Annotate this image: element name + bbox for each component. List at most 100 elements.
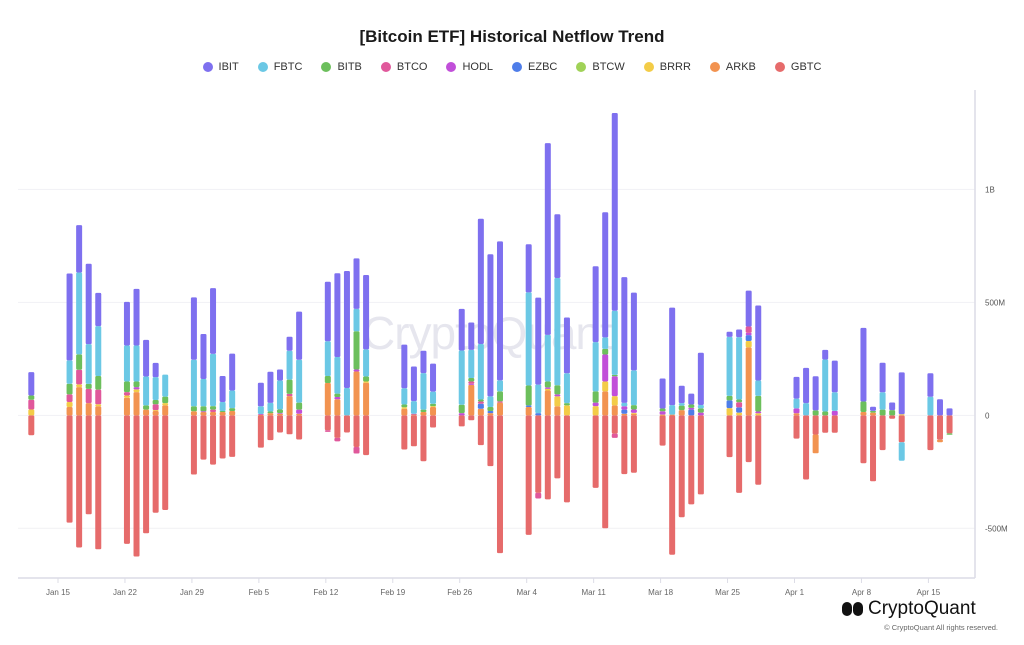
bar-segment-arkb-mar-20	[678, 410, 685, 416]
bar-segment-ibit-apr-11	[889, 402, 896, 411]
bar-segment-ibit-feb-5	[257, 382, 264, 407]
bar-segment-fbtc-feb-8	[286, 350, 293, 380]
bar-segment-hodl-mar-28	[755, 411, 762, 414]
bar-segment-hodl-feb-5	[257, 413, 264, 415]
bar-segment-ibit-apr-16	[936, 399, 943, 416]
bar-segment-bitb-jan-17	[76, 354, 83, 370]
bar-segment-btco-feb-12	[324, 430, 331, 432]
bar-segment-bitb-feb-29	[487, 406, 494, 412]
bar-segment-ibit-feb-1	[219, 376, 226, 403]
bar-segment-arkb-feb-29	[487, 413, 494, 416]
legend-item-fbtc[interactable]: FBTC	[257, 61, 302, 73]
bar-segment-bitb-jan-24	[143, 405, 150, 410]
bar-segment-hodl-feb-9	[296, 409, 303, 414]
bar-segment-fbtc-mar-19	[669, 405, 676, 415]
bar-segment-ibit-jan-23	[133, 288, 140, 346]
bar-segment-ibit-mar-20	[678, 385, 685, 404]
bar-segment-ibit-feb-14	[343, 270, 350, 388]
bar-segment-gbtc-jan-23	[133, 415, 140, 557]
bar-segment-fbtc-mar-20	[678, 403, 685, 406]
bar-segment-hodl-feb-27	[468, 383, 475, 385]
bar-segment-fbtc-feb-7	[276, 380, 283, 410]
bar-segment-hodl-mar-22	[697, 412, 704, 416]
bar-segment-arkb-mar-12	[602, 391, 609, 416]
bar-segment-arkb-feb-16	[363, 382, 370, 416]
bar-segment-gbtc-jan-30	[200, 415, 207, 460]
bar-segment-fbtc-jan-29	[190, 359, 197, 407]
legend-item-ibit[interactable]: IBIT	[202, 61, 239, 73]
bar-segment-ezbc-mar-14	[621, 409, 628, 414]
bar-segment-bitb-jan-18	[85, 383, 92, 389]
bar-segment-ibit-feb-16	[363, 275, 370, 350]
bar-segment-bitb-apr-10	[879, 409, 886, 416]
bar-segment-hodl-feb-26	[458, 413, 465, 416]
x-tick-label: Feb 12	[313, 588, 338, 597]
bar-segment-arkb-feb-21	[410, 414, 417, 416]
bar-segment-bitb-jan-25	[152, 399, 159, 405]
bar-segment-ibit-mar-22	[697, 352, 704, 405]
legend-item-ezbc[interactable]: EZBC	[512, 61, 557, 73]
y-tick-label: 1B	[985, 185, 995, 194]
legend-item-brrr[interactable]: BRRR	[643, 61, 691, 73]
bar-segment-fbtc-apr-2	[803, 403, 810, 416]
bar-segment-brrr-mar-11	[592, 406, 599, 416]
bar-segment-arkb-jan-25	[152, 411, 159, 416]
bar-segment-fbtc-apr-15	[927, 396, 934, 416]
bar-segment-btco-mar-26	[736, 402, 743, 408]
bar-segment-fbtc-mar-25	[726, 336, 733, 396]
legend-dot-icon	[202, 62, 213, 72]
bar-segment-gbtc-feb-5	[257, 415, 264, 448]
bar-segment-ibit-feb-20	[401, 344, 408, 389]
bar-segment-fbtc-feb-12	[324, 341, 331, 377]
bar-segment-btco-jan-25	[152, 404, 159, 411]
bar-segment-ibit-jan-24	[143, 339, 150, 377]
x-tick-label: Apr 15	[917, 588, 941, 597]
bar-segment-gbtc-feb-7	[276, 415, 283, 433]
bar-segment-ezbc-mar-21	[688, 409, 695, 416]
bar-segment-gbtc-apr-1	[793, 415, 800, 439]
bar-segment-fbtc-mar-4	[525, 292, 532, 386]
bar-segment-btco-jan-22	[123, 392, 130, 396]
bar-segment-gbtc-mar-21	[688, 415, 695, 505]
legend-item-hodl[interactable]: HODL	[446, 61, 493, 73]
bar-segment-brrr-mar-27	[745, 341, 752, 348]
bar-segment-ezbc-mar-26	[736, 407, 743, 413]
bar-segment-fbtc-feb-20	[401, 388, 408, 405]
bar-segment-ibit-mar-7	[554, 214, 561, 278]
legend-item-btco[interactable]: BTCO	[380, 61, 427, 73]
x-tick-label: Jan 22	[113, 588, 138, 597]
bar-segment-arkb-mar-19	[669, 414, 676, 416]
bar-segment-gbtc-mar-25	[726, 415, 733, 458]
legend-item-gbtc[interactable]: GBTC	[774, 61, 821, 73]
bar-segment-fbtc-apr-12	[898, 442, 905, 461]
bar-segment-hodl-mar-14	[621, 406, 628, 410]
bar-segment-bitb-feb-9	[296, 402, 303, 410]
bar-segment-ibit-apr-1	[793, 376, 800, 399]
bar-segment-arkb-feb-23	[430, 406, 437, 416]
bar-segment-arkb-jan-31	[210, 411, 217, 416]
bar-segment-fbtc-feb-21	[410, 401, 417, 414]
x-tick-label: Feb 5	[249, 588, 270, 597]
bar-segment-brrr-mar-6	[544, 388, 551, 391]
legend-item-btcw[interactable]: BTCW	[576, 61, 625, 73]
bar-segment-gbtc-apr-4	[822, 415, 829, 433]
bar-segment-fbtc-jan-19	[95, 326, 102, 377]
bar-segment-gbtc-jan-31	[210, 415, 217, 465]
bar-segment-arkb-feb-5	[257, 414, 264, 416]
bar-segment-hodl-mar-13	[611, 376, 618, 397]
bar-segment-fbtc-jan-24	[143, 376, 150, 406]
bar-segment-bitb-mar-8	[563, 403, 570, 406]
brand-name: CryptoQuant	[868, 598, 976, 619]
bar-segment-gbtc-mar-8	[563, 415, 570, 503]
bar-segment-ibit-feb-8	[286, 336, 293, 351]
legend-item-arkb[interactable]: ARKB	[709, 61, 756, 73]
bar-segment-gbtc-feb-8	[286, 415, 293, 435]
bar-segment-hodl-mar-6	[544, 387, 551, 389]
bar-segment-ibit-mar-15	[630, 292, 637, 371]
bar-segment-ibit-apr-4	[822, 349, 829, 360]
bar-segment-fbtc-apr-1	[793, 398, 800, 409]
bar-segment-hodl-jan-23	[133, 387, 140, 390]
legend-item-bitb[interactable]: BITB	[321, 61, 362, 73]
bar-segment-bitb-feb-2	[229, 408, 236, 412]
bar-segment-arkb-jan-23	[133, 392, 140, 416]
